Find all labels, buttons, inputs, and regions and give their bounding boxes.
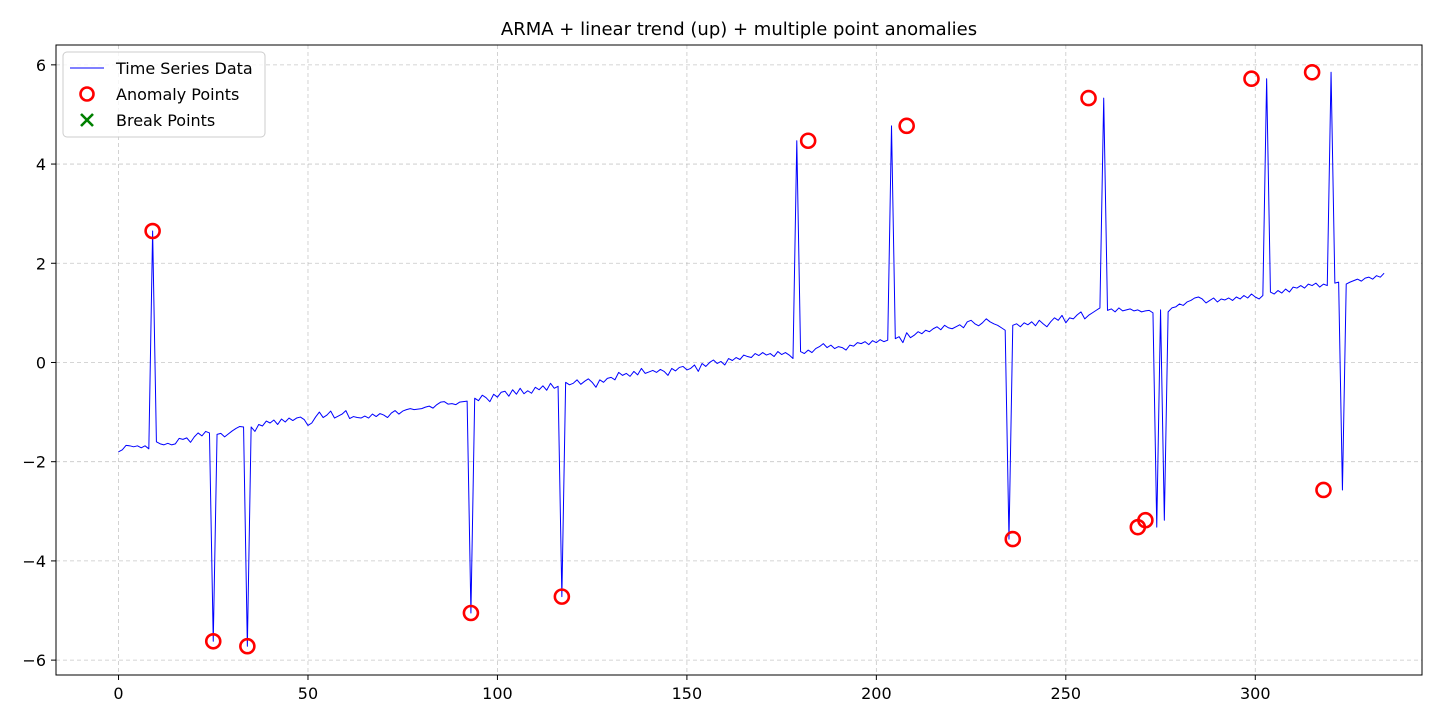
anomaly-layer xyxy=(144,63,1332,655)
anomaly-point xyxy=(1315,481,1332,499)
y-tick-label: 2 xyxy=(36,254,46,273)
anomaly-point xyxy=(1080,89,1097,107)
y-tick-label: 0 xyxy=(36,353,46,372)
anomaly-point xyxy=(898,117,915,135)
anomaly-point xyxy=(1243,70,1260,88)
legend-label: Anomaly Points xyxy=(116,85,239,104)
y-tick-label: 6 xyxy=(36,56,46,75)
x-tick-label: 150 xyxy=(672,684,703,703)
x-tick-label: 200 xyxy=(861,684,892,703)
anomaly-point xyxy=(553,588,571,605)
anomaly-point xyxy=(204,632,222,650)
x-tick-label: 0 xyxy=(113,684,123,703)
anomaly-point xyxy=(1303,63,1321,81)
legend-label: Break Points xyxy=(116,111,215,130)
legend-label: Time Series Data xyxy=(115,59,253,78)
y-tick-label: −2 xyxy=(22,453,46,472)
anomaly-point xyxy=(239,637,256,655)
series-layer xyxy=(118,71,1385,647)
y-tick-label: −6 xyxy=(22,651,46,670)
legend-circle-marker xyxy=(79,86,95,102)
series-line xyxy=(118,71,1385,647)
legend-box xyxy=(62,51,266,138)
grid xyxy=(56,45,1422,675)
anomaly-point xyxy=(462,604,480,622)
plot-frame xyxy=(55,44,1423,676)
legend-x-marker xyxy=(80,113,94,127)
y-tick-label: −4 xyxy=(22,552,46,571)
x-tick-label: 300 xyxy=(1240,684,1271,703)
y-tick-label: 4 xyxy=(36,155,46,174)
chart-title: ARMA + linear trend (up) + multiple poin… xyxy=(501,19,977,40)
legend: Time Series Data Anomaly Points Break Poin… xyxy=(62,51,266,138)
axis-ticks: 0 50 100 150 200 250 300 −6 −4 −2 0 2 4 6 xyxy=(22,56,1270,703)
anomaly-point xyxy=(799,132,817,150)
x-tick-label: 100 xyxy=(482,684,513,703)
anomaly-point xyxy=(1004,530,1022,548)
x-tick-label: 50 xyxy=(298,684,318,703)
x-tick-label: 250 xyxy=(1051,684,1082,703)
anomaly-point xyxy=(144,222,161,240)
anomaly-point xyxy=(1137,511,1154,529)
